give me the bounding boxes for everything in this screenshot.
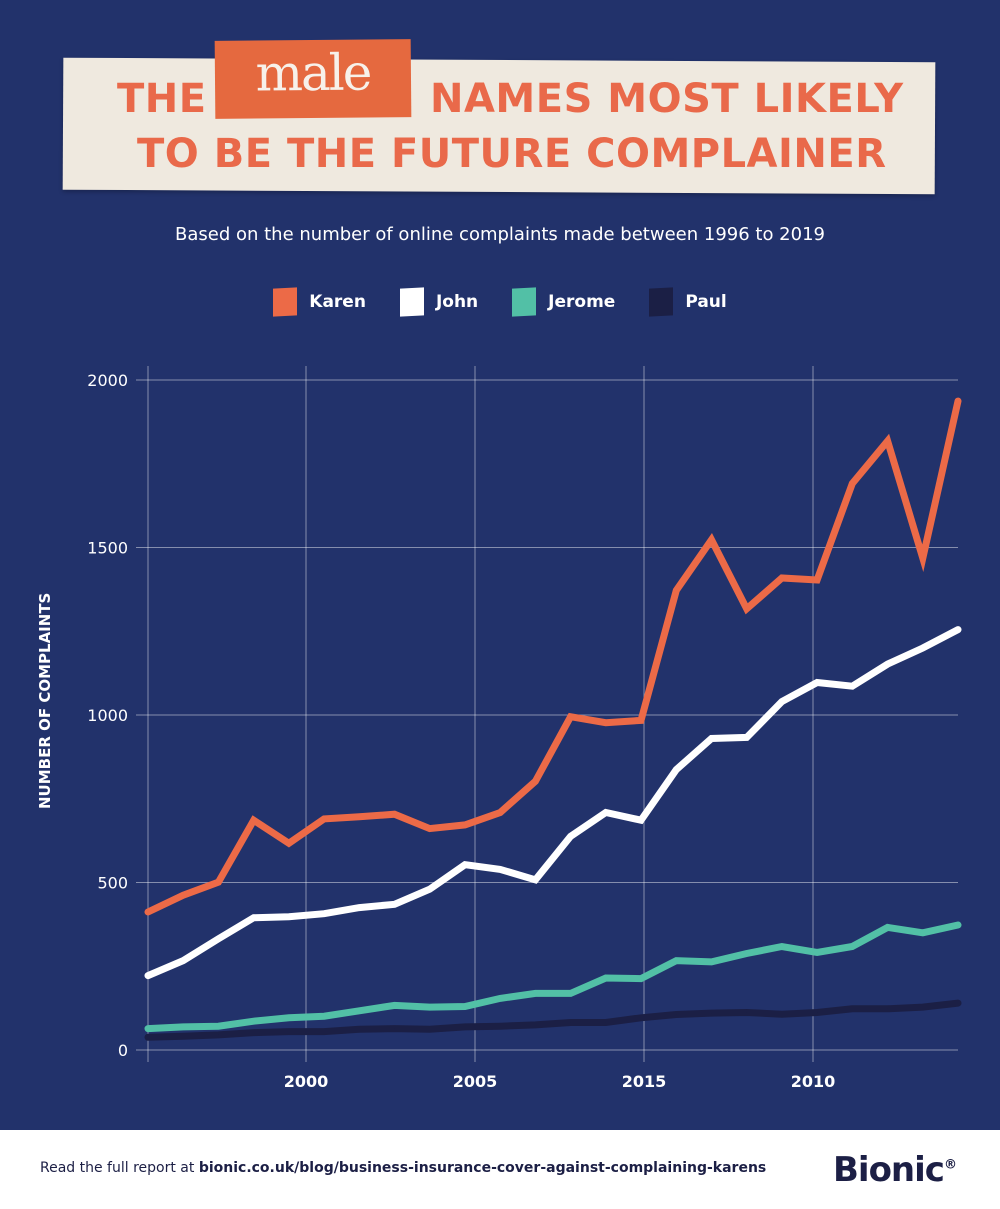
x-tick-label: 2005 <box>453 1072 498 1091</box>
title-line2: TO BE THE FUTURE COMPLAINER <box>137 131 887 177</box>
legend-label: Jerome <box>548 292 616 312</box>
bionic-logo: Bionic® <box>833 1150 957 1190</box>
logo-text: Bionic <box>833 1150 945 1190</box>
footer: Read the full report at bionic.co.uk/blo… <box>0 1130 1000 1209</box>
legend-item-jerome: Jerome <box>512 287 616 317</box>
series-line-jerome <box>144 921 962 1033</box>
x-tick-label: 2010 <box>791 1072 836 1091</box>
x-tick-label: 2015 <box>622 1072 667 1091</box>
y-tick-label: 0 <box>118 1041 128 1060</box>
series-line-john <box>144 626 962 980</box>
legend-label: John <box>435 292 479 312</box>
legend: Karen John Jerome Paul <box>0 287 1000 317</box>
footer-text: Read the full report at bionic.co.uk/blo… <box>40 1160 766 1176</box>
y-tick-label: 1000 <box>87 706 128 725</box>
footer-prefix: Read the full report at <box>40 1160 199 1176</box>
legend-item-john: John <box>399 287 479 317</box>
report-link[interactable]: bionic.co.uk/blog/business-insurance-cov… <box>198 1160 767 1176</box>
legend-item-paul: Paul <box>649 287 727 317</box>
series-line-paul <box>144 999 962 1041</box>
title-prefix: THE <box>117 76 207 122</box>
y-tick-label: 500 <box>97 874 128 893</box>
title-line1: NAMES MOST LIKELY <box>430 76 904 122</box>
logo-registered-mark: ® <box>943 1157 957 1173</box>
x-tick-label: 2000 <box>284 1072 329 1091</box>
legend-label: Paul <box>685 292 727 312</box>
line-chart: 0 500 1000 1500 2000 2000 2005 2015 2010 <box>87 366 962 1091</box>
series-line-karen <box>144 397 962 916</box>
legend-item-karen: Karen <box>273 287 366 317</box>
legend-label: Karen <box>309 292 366 312</box>
subtitle: Based on the number of online complaints… <box>175 224 825 245</box>
y-tick-label: 2000 <box>87 371 128 390</box>
y-tick-label: 1500 <box>87 539 128 558</box>
